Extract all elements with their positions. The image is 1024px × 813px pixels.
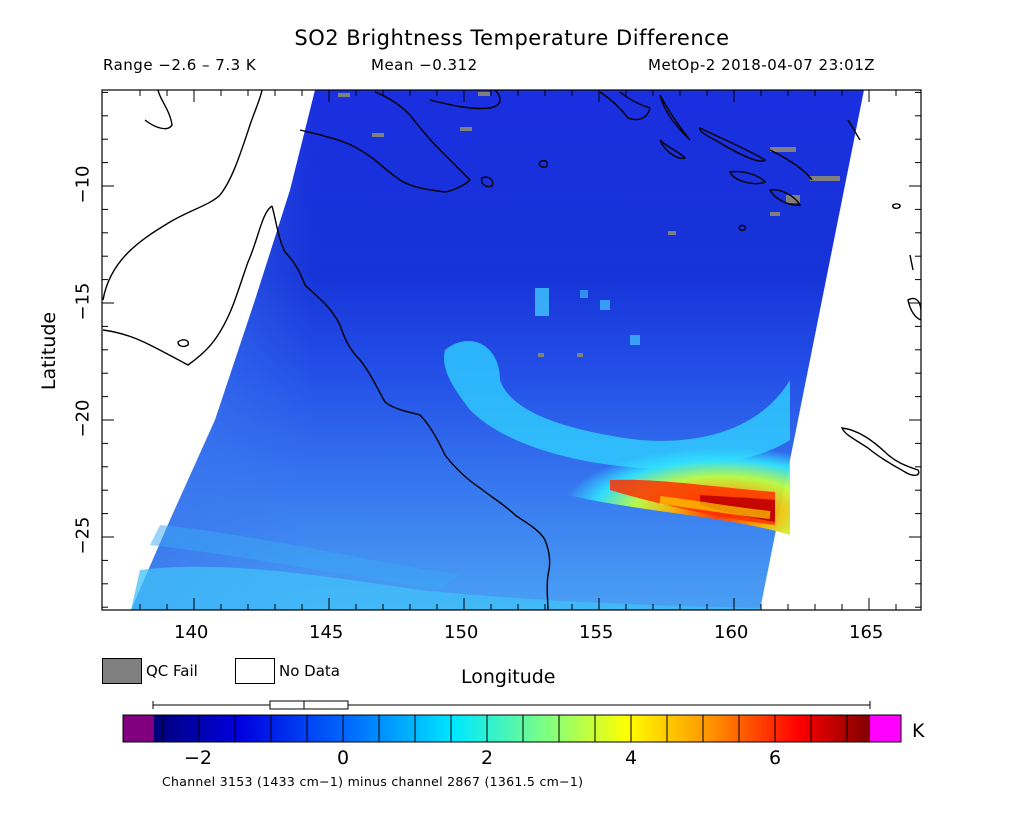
colorbar-tick-label: 6 — [769, 747, 782, 769]
x-axis-label: Longitude — [461, 666, 556, 688]
y-tick-label: −25 — [72, 516, 94, 555]
colorbar-tick-label: −2 — [184, 747, 213, 769]
coastlines — [102, 90, 921, 610]
x-tick-label: 140 — [174, 622, 209, 643]
colorbar-tick-label: 2 — [481, 747, 494, 769]
distribution-boxplot — [152, 700, 871, 710]
y-tick-label: −20 — [72, 399, 94, 438]
colorbar-under — [123, 715, 154, 742]
qc-fail-swatch — [102, 658, 142, 684]
no-data-swatch — [235, 658, 275, 684]
colorbar-gradient — [154, 715, 870, 742]
colorbar-tick-label: 0 — [337, 747, 350, 769]
chart-title: SO2 Brightness Temperature Difference — [294, 26, 730, 50]
x-tick-label: 165 — [849, 622, 884, 643]
y-tick-label: −15 — [72, 282, 94, 321]
no-data-label: No Data — [279, 662, 340, 680]
y-axis-label: Latitude — [38, 311, 61, 391]
so2-swirl — [444, 341, 790, 469]
x-tick-label: 145 — [309, 622, 344, 643]
qc-fail-label: QC Fail — [146, 662, 198, 680]
x-tick-label: 155 — [579, 622, 614, 643]
colorbar-over — [870, 715, 901, 742]
colorbar — [122, 714, 902, 743]
x-tick-label: 150 — [444, 622, 479, 643]
source-text: MetOp-2 2018-04-07 23:01Z — [648, 56, 876, 74]
mean-text: Mean −0.312 — [371, 56, 478, 74]
footer-note: Channel 3153 (1433 cm−1) minus channel 2… — [162, 774, 584, 789]
colorbar-unit: K — [912, 720, 925, 742]
y-tick-label: −10 — [72, 165, 94, 204]
minor-ticks — [102, 90, 921, 610]
colorbar-tick-label: 4 — [625, 747, 638, 769]
range-text: Range −2.6 – 7.3 K — [103, 56, 257, 74]
qc-fail-pixels — [338, 92, 840, 357]
x-tick-label: 160 — [714, 622, 749, 643]
